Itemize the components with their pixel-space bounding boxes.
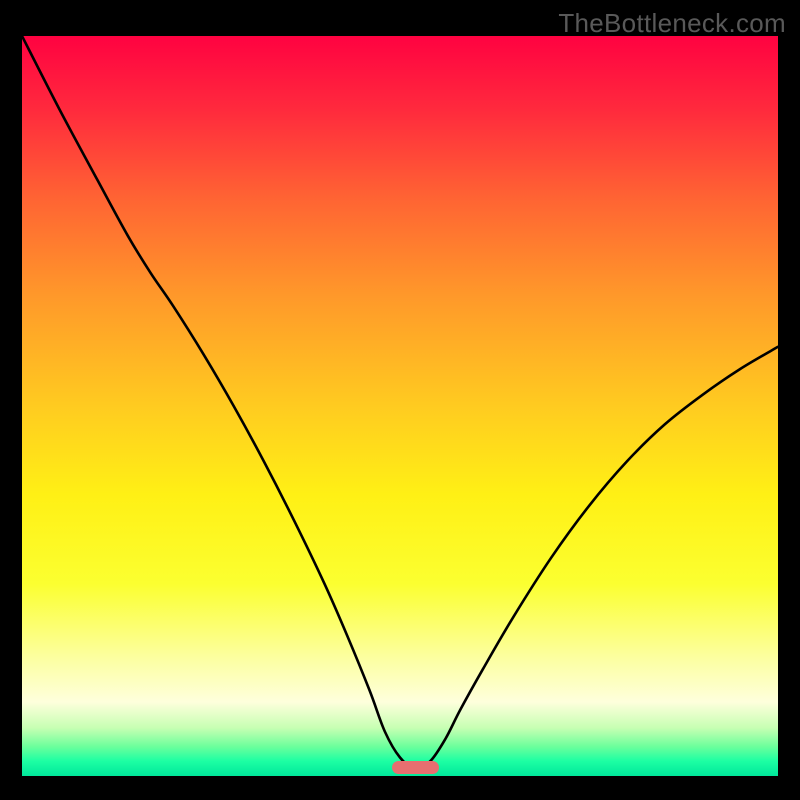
optimal-range-marker — [392, 761, 439, 774]
plot-area — [22, 36, 778, 776]
watermark-text: TheBottleneck.com — [558, 8, 786, 39]
bottleneck-curve — [22, 36, 778, 776]
